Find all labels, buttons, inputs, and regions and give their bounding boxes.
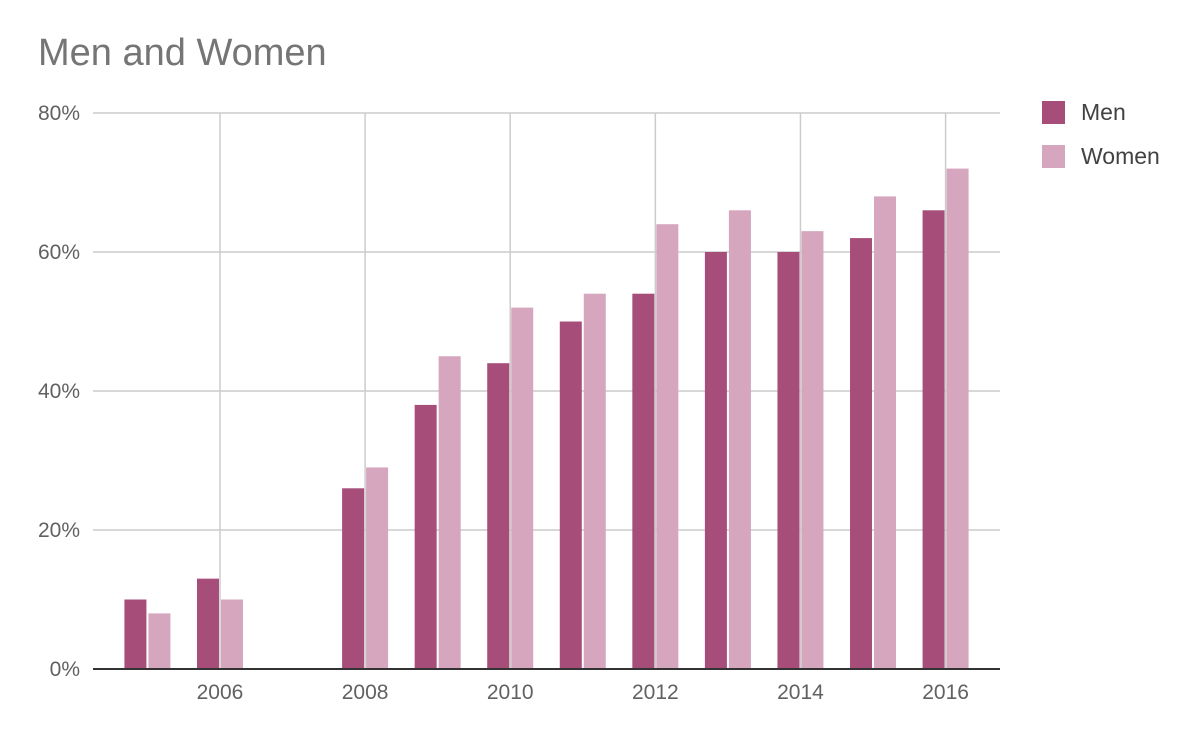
- y-tick-label: 40%: [38, 380, 80, 403]
- bars: [124, 168, 969, 670]
- axes: 0% 20% 40% 60% 80% 2006 2008 2010 2012 2014 2016: [38, 102, 1000, 704]
- bar-women-2006: [220, 599, 243, 669]
- bar-men-2012: [632, 293, 655, 669]
- bar-women-2015: [874, 196, 897, 669]
- legend-swatch-men: [1042, 101, 1065, 124]
- bar-women-2016: [946, 168, 969, 669]
- x-tick-label: 2008: [342, 681, 389, 704]
- bar-women-2013: [728, 210, 751, 670]
- x-tick-label: 2006: [197, 681, 244, 704]
- x-tick-label: 2014: [777, 681, 824, 704]
- bar-men-2013: [704, 252, 727, 669]
- chart-title: Men and Women: [38, 32, 327, 74]
- bar-men-2006: [196, 578, 219, 669]
- y-tick-label: 80%: [38, 102, 80, 125]
- bar-women-2005: [148, 613, 171, 669]
- bar-men-2016: [922, 210, 945, 670]
- bar-women-2012: [656, 224, 679, 669]
- x-tick-label: 2016: [922, 681, 969, 704]
- bar-men-2014: [777, 252, 800, 669]
- bar-women-2010: [511, 307, 534, 669]
- x-tick-label: 2012: [632, 681, 679, 704]
- bar-men-2008: [342, 488, 365, 669]
- y-tick-label: 0%: [50, 658, 80, 681]
- bar-men-2005: [124, 599, 147, 669]
- legend: Men Women: [1042, 99, 1160, 169]
- bar-women-2014: [801, 231, 824, 669]
- bar-men-2010: [487, 363, 510, 669]
- y-tick-label: 60%: [38, 241, 80, 264]
- legend-label-women: Women: [1081, 143, 1160, 169]
- bar-women-2008: [366, 467, 389, 669]
- bar-men-2009: [414, 404, 437, 669]
- x-tick-label: 2010: [487, 681, 534, 704]
- legend-label-men: Men: [1081, 99, 1126, 125]
- bar-women-2009: [438, 356, 461, 669]
- bar-men-2015: [850, 238, 873, 669]
- bar-men-2011: [559, 321, 582, 669]
- bar-women-2011: [583, 293, 606, 669]
- grid: [93, 112, 1000, 669]
- legend-swatch-women: [1042, 145, 1065, 168]
- y-tick-label: 20%: [38, 519, 80, 542]
